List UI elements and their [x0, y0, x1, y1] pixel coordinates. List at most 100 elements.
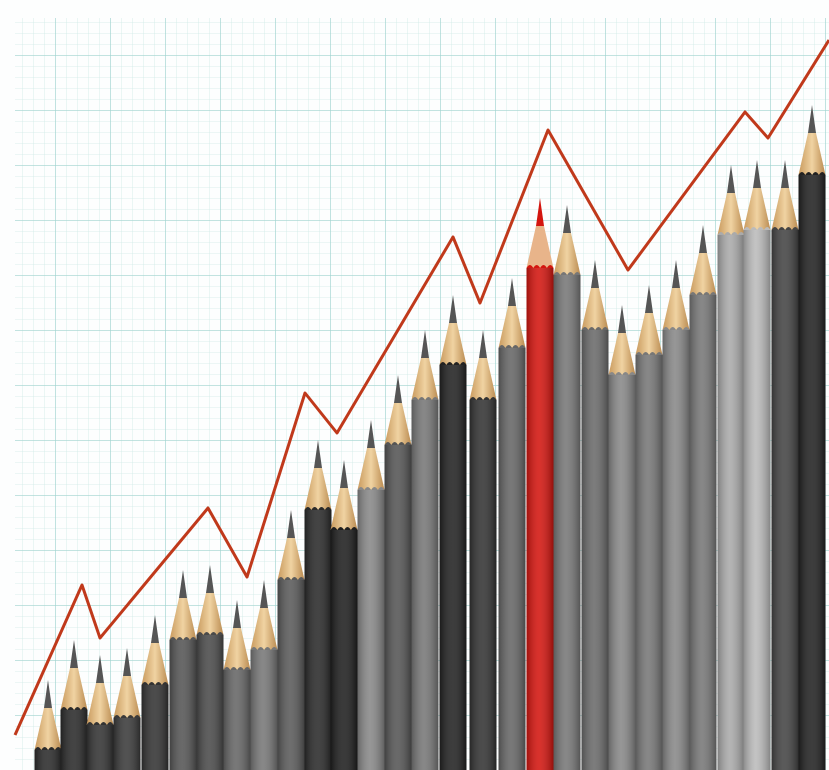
pencil-lead	[727, 165, 735, 193]
pencil-lead	[645, 285, 653, 313]
pencil-collar	[553, 272, 581, 275]
pencil-wood	[330, 488, 358, 530]
pencil-lead	[314, 440, 322, 468]
pencil-wood	[526, 226, 554, 268]
pencil-shade	[250, 650, 278, 770]
pencil-shade	[86, 725, 114, 770]
pencil-shade	[498, 348, 526, 770]
pencil-wood	[469, 358, 497, 400]
pencil-wood	[439, 323, 467, 365]
pencil-lead	[479, 330, 487, 358]
pencil-shade	[411, 400, 439, 770]
pencil-collar	[689, 292, 717, 295]
pencil-collar	[798, 172, 826, 175]
pencil-shade	[553, 275, 581, 770]
pencil-collar	[196, 632, 224, 635]
pencil-wood	[357, 448, 385, 490]
pencil-lead	[44, 680, 52, 708]
pencil-lead	[753, 160, 761, 188]
pencil-wood	[169, 598, 197, 640]
pencil-collar	[581, 327, 609, 330]
pencil-lead	[260, 580, 268, 608]
pencil-wood	[223, 628, 251, 670]
pencil-wood	[771, 188, 799, 230]
pencil-lead	[421, 330, 429, 358]
pencil-collar	[498, 345, 526, 348]
pencil-collar	[113, 715, 141, 718]
pencil-collar	[411, 397, 439, 400]
pencil-shade	[34, 750, 62, 770]
pencil-shade	[223, 670, 251, 770]
pencils	[34, 105, 826, 770]
pencil-collar	[771, 227, 799, 230]
pencil-collar	[357, 487, 385, 490]
pencil-collar	[608, 372, 636, 375]
pencil-wood	[250, 608, 278, 650]
pencil-collar	[439, 362, 467, 365]
pencil-collar	[469, 397, 497, 400]
pencil-collar	[384, 442, 412, 445]
pencil-shade	[771, 230, 799, 770]
pencil-shade	[330, 530, 358, 770]
pencil-shade	[304, 510, 332, 770]
pencil-collar	[250, 647, 278, 650]
pencil-lead	[287, 510, 295, 538]
pencil-lead	[179, 570, 187, 598]
pencil-wood	[498, 306, 526, 348]
pencil-collar	[304, 507, 332, 510]
pencil-wood	[717, 193, 745, 235]
pencil-shade	[635, 355, 663, 770]
pencil-shade	[277, 580, 305, 770]
pencil-wood	[277, 538, 305, 580]
pencil-collar	[141, 682, 169, 685]
pencil-wood	[113, 676, 141, 718]
trend-line	[13, 39, 829, 736]
pencil-lead	[367, 420, 375, 448]
pencil-shade	[526, 268, 554, 770]
pencil-wood	[196, 593, 224, 635]
pencil-lead	[781, 160, 789, 188]
pencil-collar	[34, 747, 62, 750]
pencil-collar	[277, 577, 305, 580]
pencil-wood	[689, 253, 717, 295]
pencil-wood	[608, 333, 636, 375]
pencil-lead	[563, 205, 571, 233]
pencil-wood	[141, 643, 169, 685]
pencil-collar	[169, 637, 197, 640]
pencil-wood	[743, 188, 771, 230]
pencil-collar	[223, 667, 251, 670]
pencil-lead	[394, 375, 402, 403]
pencil-collar	[717, 232, 745, 235]
pencil-shade	[689, 295, 717, 770]
pencil-wood	[411, 358, 439, 400]
pencil-wood	[86, 683, 114, 725]
pencil-lead	[206, 565, 214, 593]
pencil-wood	[60, 668, 88, 710]
pencil-wood	[581, 288, 609, 330]
pencil-shade	[743, 230, 771, 770]
pencil-shade	[469, 400, 497, 770]
pencil-shade	[60, 710, 88, 770]
pencil-lead	[96, 655, 104, 683]
pencil-collar	[86, 722, 114, 725]
pencil-lead	[508, 278, 516, 306]
pencil-wood	[553, 233, 581, 275]
pencil-collar	[526, 265, 554, 268]
pencil-shade	[717, 235, 745, 770]
pencil-shade	[662, 330, 690, 770]
pencil-lead	[591, 260, 599, 288]
pencil-lead	[672, 260, 680, 288]
pencil-lead	[233, 600, 241, 628]
pencil-wood	[798, 133, 826, 175]
pencil-lead	[808, 105, 816, 133]
pencil-wood	[662, 288, 690, 330]
pencil-lead	[123, 648, 131, 676]
pencil-lead	[536, 198, 544, 226]
pencil-shade	[581, 330, 609, 770]
pencil-shade	[141, 685, 169, 770]
pencil-lead	[449, 295, 457, 323]
pencil-shade	[196, 635, 224, 770]
pencil-wood	[384, 403, 412, 445]
